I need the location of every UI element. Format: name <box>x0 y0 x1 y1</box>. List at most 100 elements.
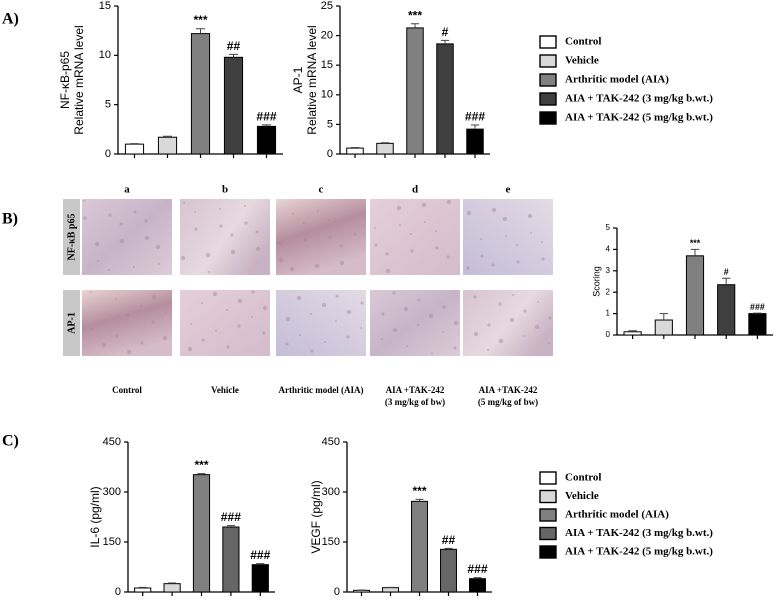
histology-texture <box>392 291 396 295</box>
histology-texture <box>480 238 482 240</box>
histology-image <box>463 290 553 356</box>
y-tick-label: 300 <box>103 486 121 498</box>
significance-label: *** <box>194 458 208 472</box>
histology-texture <box>194 211 196 213</box>
y-tick-label: 450 <box>322 436 340 448</box>
histology-texture <box>310 313 312 315</box>
column-letter: c <box>319 184 324 196</box>
histology-texture <box>90 291 92 293</box>
significance-label: ### <box>250 548 270 562</box>
histology-texture <box>101 342 107 348</box>
legend-swatch <box>539 508 557 522</box>
y-tick-label: 4 <box>606 245 611 254</box>
y-tick-label: 150 <box>322 536 340 548</box>
row-label-box <box>63 199 80 275</box>
error-bar <box>628 330 637 332</box>
histology-texture <box>126 313 130 317</box>
y-tick-label: 0 <box>115 586 121 598</box>
bar <box>654 319 673 336</box>
histology-texture <box>155 244 161 250</box>
row-label-box <box>63 290 80 356</box>
bar <box>346 147 364 155</box>
y-axis-label: VEGF (pg/ml) <box>309 480 323 553</box>
histology-texture <box>144 219 148 223</box>
histology-texture <box>162 335 168 341</box>
histology-texture <box>104 319 106 321</box>
significance-label: ### <box>465 109 485 123</box>
error-bar <box>195 28 206 34</box>
legend-swatch <box>539 111 557 125</box>
histology-texture <box>190 323 192 325</box>
error-bar <box>162 135 173 138</box>
legend-label: Control <box>565 36 601 48</box>
bar <box>717 284 736 336</box>
histology-texture <box>119 222 123 226</box>
legend-label: Vehicle <box>565 55 599 67</box>
histology-texture <box>385 268 391 274</box>
legend-swatch <box>539 35 557 49</box>
significance-label: ### <box>221 510 241 524</box>
error-bar <box>380 142 390 144</box>
error-bar <box>226 525 235 527</box>
histology-texture <box>360 327 362 329</box>
significance-label: # <box>442 25 449 39</box>
bar <box>685 255 705 336</box>
histology-texture <box>410 249 414 253</box>
y-tick-label: 10 <box>321 89 333 101</box>
y-axis-label: AP-1 <box>291 66 305 93</box>
histology-texture <box>115 298 117 300</box>
histology-texture <box>491 207 497 213</box>
bar <box>190 33 211 155</box>
legend-swatch <box>539 54 557 68</box>
histology-texture <box>219 224 223 228</box>
y-tick-label: 25 <box>321 0 333 12</box>
bar <box>406 27 424 155</box>
histology-texture <box>151 294 157 300</box>
histology-texture <box>90 327 94 331</box>
histology-texture <box>453 320 459 326</box>
significance-label: *** <box>193 13 207 27</box>
significance-label: ### <box>750 302 765 312</box>
significance-label: *** <box>690 238 701 248</box>
error-bar <box>138 586 147 588</box>
histology-texture <box>505 235 507 237</box>
histology-texture <box>140 305 142 307</box>
histology-texture <box>491 263 495 267</box>
histology-texture <box>392 327 398 333</box>
legend-label: AIA + TAK-242 (3 mg/kg b.wt.) <box>565 93 713 105</box>
histology-texture <box>385 252 389 256</box>
error-bar <box>168 582 177 584</box>
error-bar <box>415 498 424 502</box>
error-bar <box>473 577 482 579</box>
histology-texture <box>417 324 419 326</box>
histology-image <box>82 290 172 356</box>
histology-texture <box>226 345 230 349</box>
histology-texture <box>310 349 314 353</box>
histology-texture <box>108 213 112 217</box>
y-axis-label: NF-κB-p65 <box>58 51 72 109</box>
bar <box>134 587 152 593</box>
histology-texture <box>251 290 255 294</box>
column-caption: (5 mg/kg of bw) <box>478 397 538 407</box>
error-bar <box>410 23 420 28</box>
histology-texture <box>230 233 234 237</box>
histology-texture <box>339 244 343 248</box>
histology-texture <box>285 342 289 346</box>
histology-texture <box>83 200 85 202</box>
histology-texture <box>244 221 248 225</box>
histology-texture <box>421 202 427 208</box>
bar <box>469 578 486 593</box>
histology-texture <box>360 301 364 305</box>
histology-texture <box>541 241 543 243</box>
histology-texture <box>487 323 491 327</box>
bar <box>251 564 269 593</box>
significance-label: *** <box>412 484 426 498</box>
histology-texture <box>410 233 412 235</box>
histology-texture <box>446 199 452 205</box>
significance-label: # <box>724 267 729 277</box>
column-caption: (3 mg/kg of bw) <box>385 397 445 407</box>
bar <box>124 143 145 155</box>
histology-texture <box>328 219 330 221</box>
histology-texture <box>151 320 155 324</box>
